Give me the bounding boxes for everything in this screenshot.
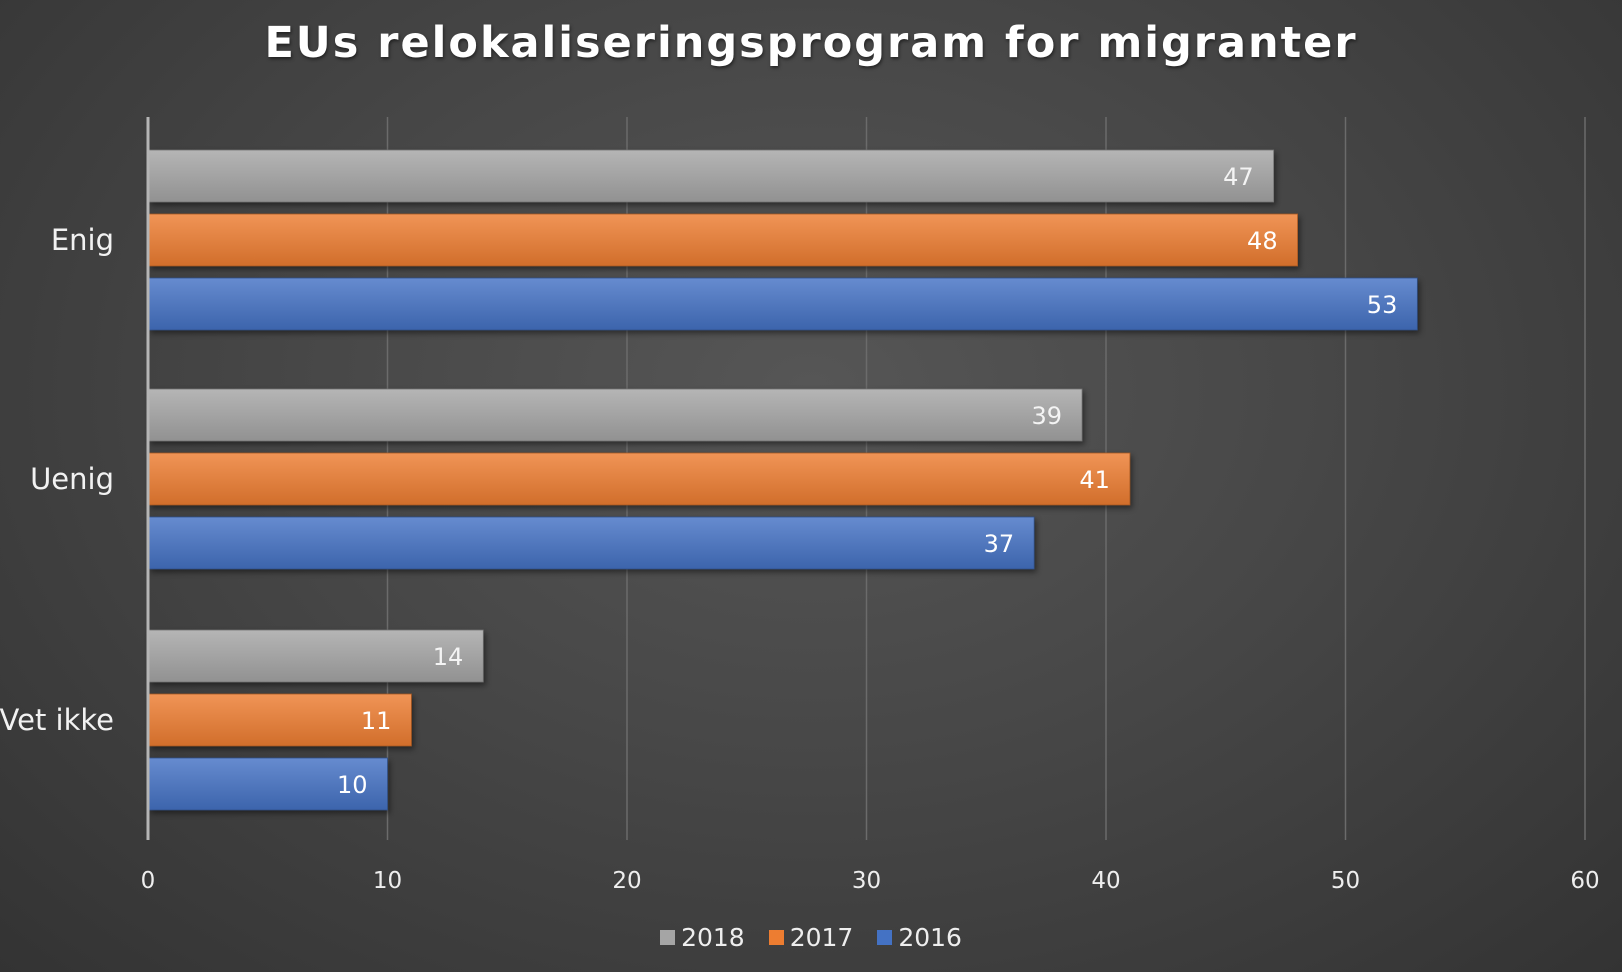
- legend-swatch: [877, 930, 893, 945]
- data-label: 39: [1032, 402, 1063, 430]
- category-label: Enig: [51, 223, 114, 257]
- data-label: 10: [337, 771, 368, 799]
- legend-item: 2016: [877, 923, 962, 952]
- bar: [148, 693, 412, 747]
- axes: 0 10 20 30 40 50 60 Enig Uenig Vet ikke: [0, 117, 1600, 894]
- category-label: Vet ikke: [0, 703, 114, 737]
- x-tick-label: 10: [373, 868, 402, 894]
- data-label: 41: [1079, 466, 1110, 494]
- legend-label: 2017: [789, 923, 854, 952]
- bar: [148, 149, 1275, 203]
- x-tick-label: 30: [852, 868, 881, 894]
- legend-swatch: [660, 930, 676, 945]
- bar: [148, 277, 1418, 331]
- x-tick-label: 40: [1091, 868, 1120, 894]
- bar: [148, 629, 484, 683]
- data-label: 11: [361, 707, 392, 735]
- x-tick-label: 60: [1570, 868, 1599, 894]
- legend-item: 2017: [768, 923, 854, 952]
- legend-swatch: [768, 930, 784, 945]
- bar: [148, 516, 1035, 570]
- data-label: 37: [984, 530, 1015, 558]
- x-tick-label: 50: [1331, 868, 1360, 894]
- chart-title: EUs relokaliseringsprogram for migranter: [264, 18, 1358, 68]
- data-label: 14: [433, 643, 464, 671]
- bar: [148, 213, 1298, 267]
- category-label: Uenig: [30, 462, 114, 496]
- x-tick-label: 0: [141, 868, 156, 894]
- bars: [148, 149, 1418, 811]
- data-label: 47: [1223, 163, 1254, 191]
- data-labels: 47 48 53 39 41 37 14 11 10: [337, 163, 1397, 799]
- legend-item: 2018: [660, 923, 745, 952]
- data-label: 53: [1367, 291, 1398, 319]
- bar: [148, 388, 1083, 442]
- data-label: 48: [1247, 227, 1278, 255]
- legend: 2018 2017 2016: [0, 923, 1622, 952]
- legend-label: 2018: [681, 923, 745, 952]
- bar: [148, 452, 1131, 506]
- legend-label: 2016: [898, 923, 962, 952]
- x-tick-label: 20: [612, 868, 641, 894]
- bar: [148, 757, 388, 811]
